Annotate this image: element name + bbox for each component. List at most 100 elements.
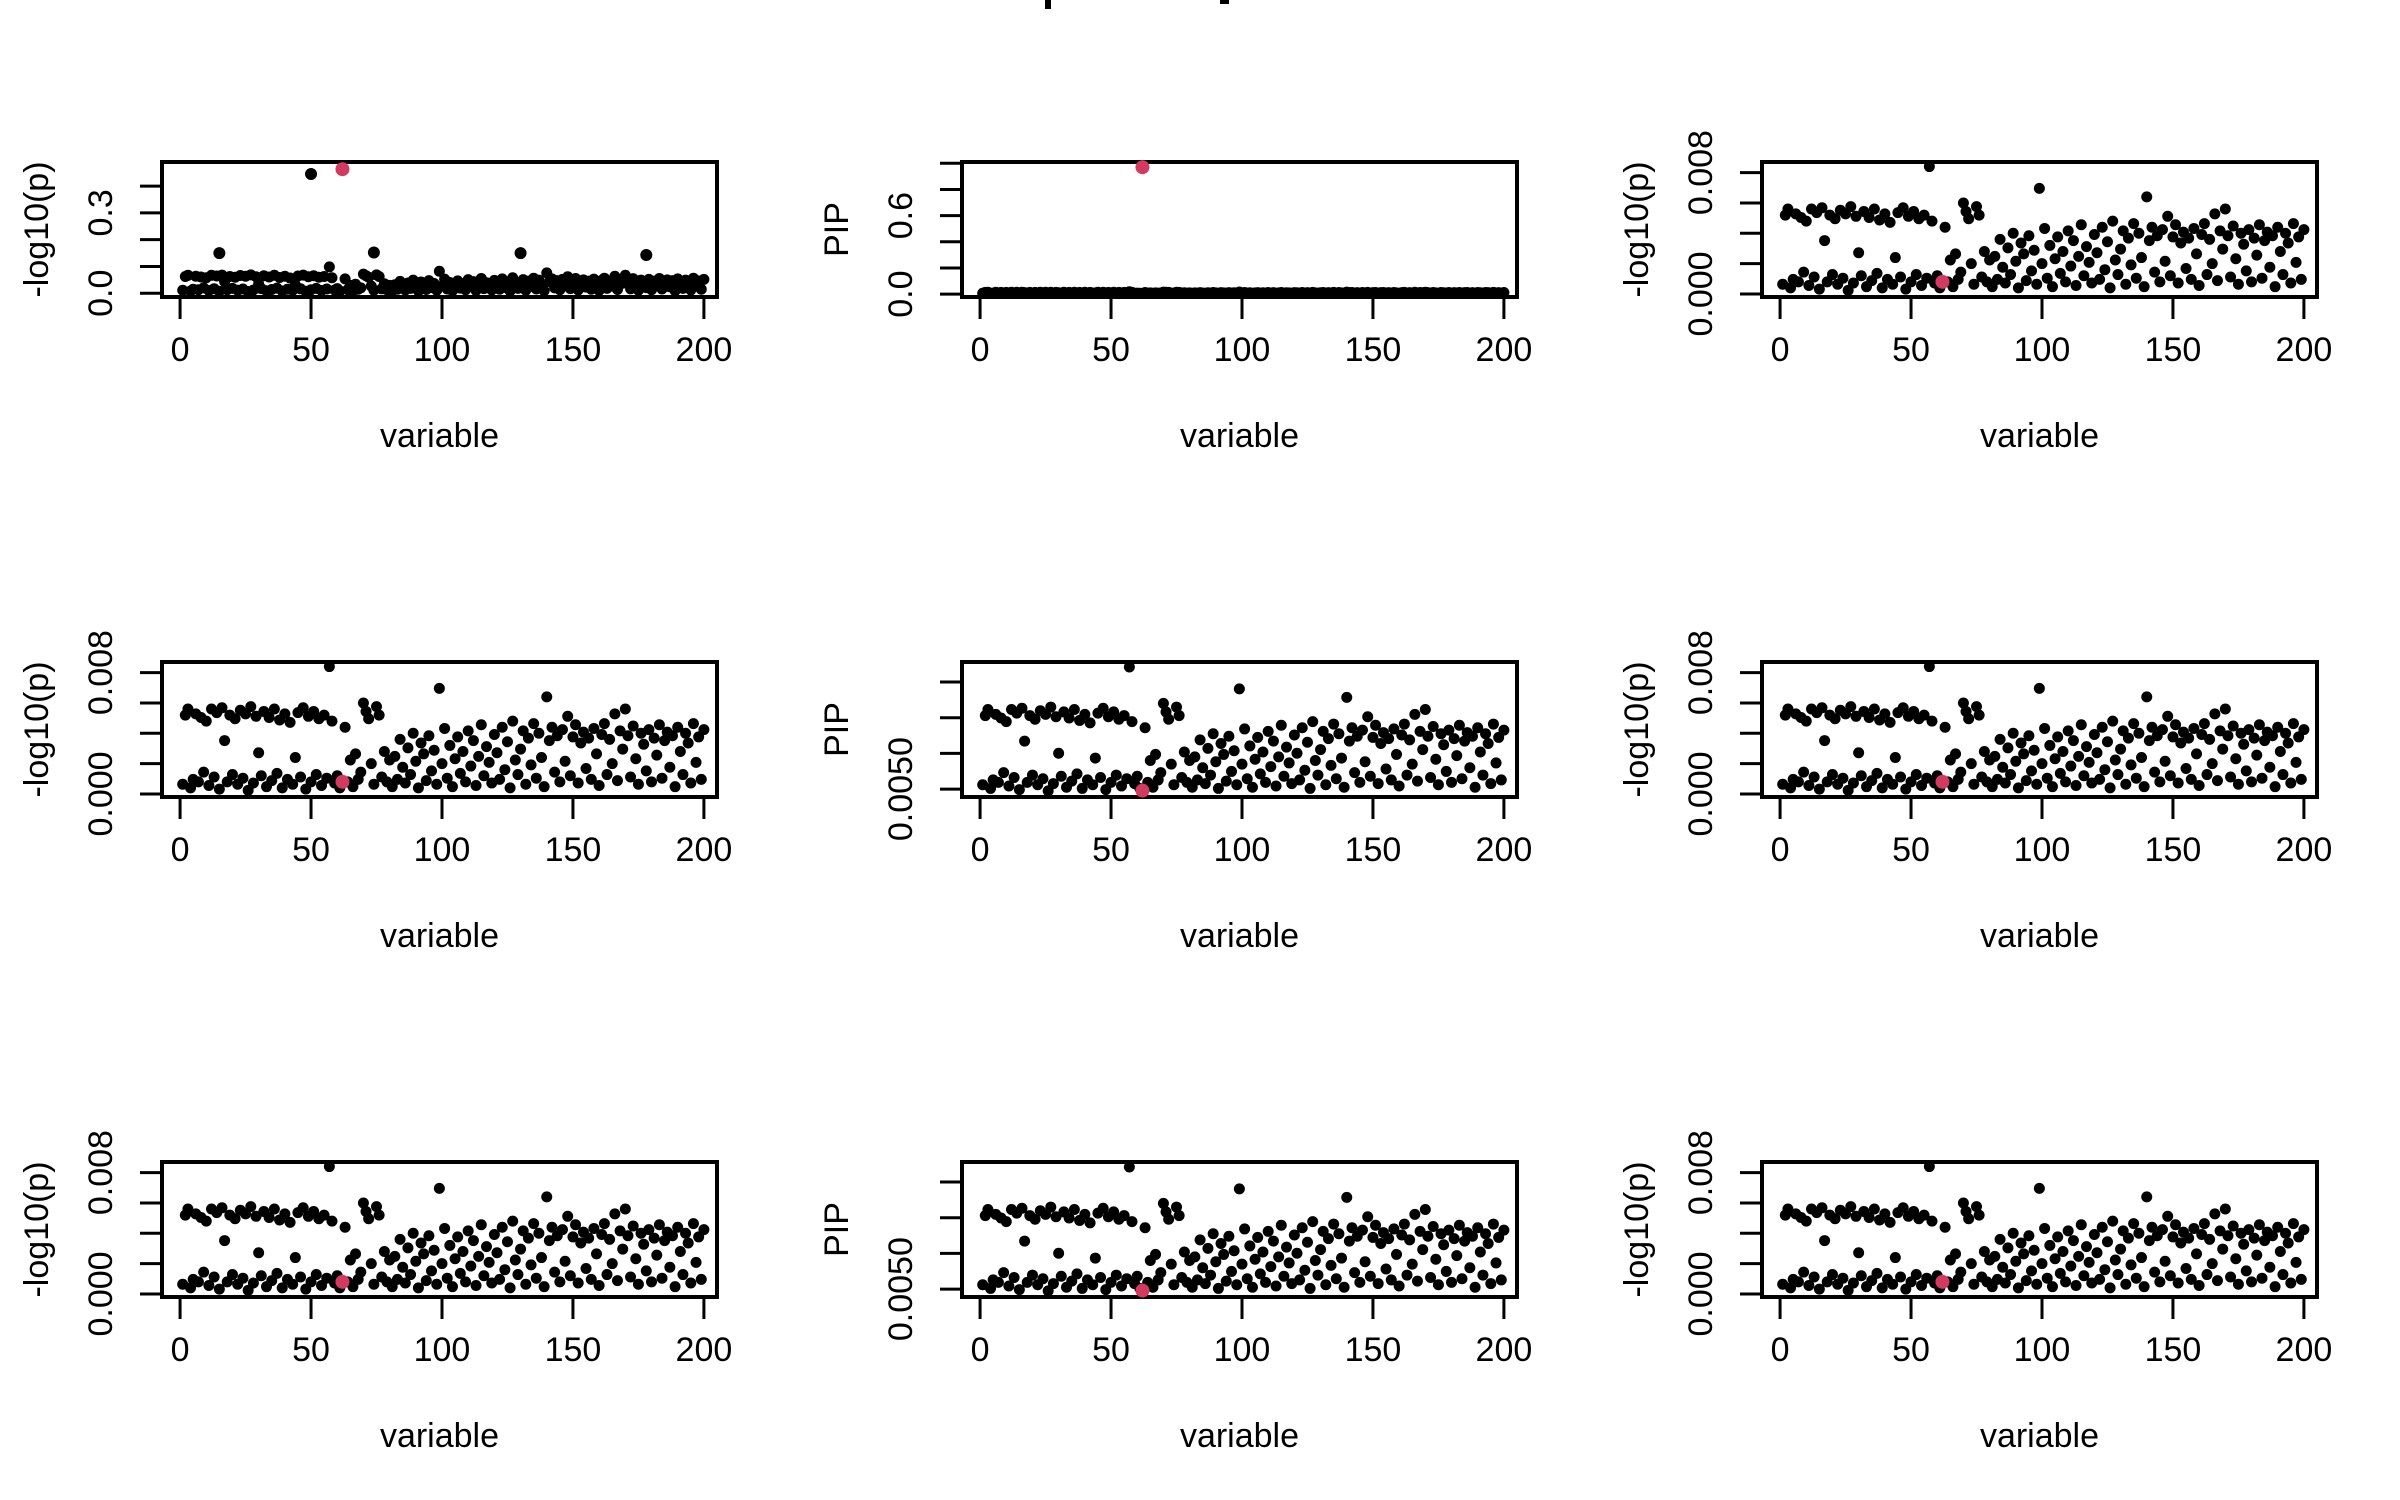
data-point xyxy=(1231,779,1243,791)
data-point xyxy=(441,1272,453,1284)
data-point xyxy=(473,1250,485,1262)
data-point xyxy=(2120,1278,2132,1290)
data-point xyxy=(2138,281,2150,293)
x-tick-label: 150 xyxy=(1345,831,1402,869)
data-point xyxy=(541,1191,553,1203)
data-point xyxy=(2201,1269,2213,1281)
data-point xyxy=(2054,267,2066,279)
data-point xyxy=(310,769,322,781)
data-point xyxy=(643,1224,655,1236)
data-point xyxy=(2122,232,2134,244)
data-point xyxy=(1126,716,1138,728)
data-point xyxy=(483,1256,495,1268)
data-point xyxy=(423,1230,435,1242)
data-point xyxy=(1895,1271,1907,1283)
data-point xyxy=(2026,265,2038,277)
panel-top-right: 0 50 100 150 200 0.000 0.008 -log10(p) variable xyxy=(1600,0,2400,500)
data-point xyxy=(2217,743,2229,755)
x-axis-title: variable xyxy=(380,917,499,955)
data-point xyxy=(1422,1230,1434,1242)
x-tick-label: 0 xyxy=(971,1331,990,1369)
data-point xyxy=(1871,767,1883,779)
data-point xyxy=(1876,282,1888,294)
data-point xyxy=(1178,1246,1190,1258)
data-point xyxy=(1047,778,1059,790)
data-point xyxy=(2191,1248,2203,1260)
data-point xyxy=(682,737,694,749)
data-point xyxy=(1963,1213,1975,1225)
data-point xyxy=(2138,1281,2150,1293)
data-point xyxy=(1438,1239,1450,1251)
data-point xyxy=(588,1222,600,1234)
data-point xyxy=(554,776,566,788)
data-point xyxy=(2060,776,2072,788)
data-point xyxy=(528,718,540,730)
data-point xyxy=(2256,1272,2268,1284)
data-point xyxy=(651,1249,663,1261)
data-point xyxy=(203,1279,215,1291)
data-point xyxy=(2243,724,2255,736)
data-point xyxy=(1155,767,1167,779)
data-point xyxy=(2033,182,2045,194)
data-point xyxy=(530,1272,542,1284)
data-point xyxy=(2272,221,2284,233)
y-axis-title: -log10(p) xyxy=(1618,661,1656,797)
data-point xyxy=(1178,746,1190,758)
data-point xyxy=(2156,724,2168,736)
data-point xyxy=(1173,710,1185,722)
data-point xyxy=(2206,758,2218,770)
data-point xyxy=(339,721,351,733)
data-point xyxy=(1398,718,1410,730)
data-point xyxy=(1008,772,1020,783)
data-point xyxy=(2122,732,2134,744)
data-point xyxy=(1233,683,1245,695)
data-point xyxy=(2183,1232,2195,1244)
data-point xyxy=(449,1253,461,1265)
data-point xyxy=(1477,769,1489,781)
x-tick-label: 200 xyxy=(2276,831,2333,869)
data-point xyxy=(1123,1161,1135,1173)
data-point xyxy=(640,1265,652,1277)
data-point xyxy=(1879,708,1891,720)
data-point xyxy=(2209,208,2221,220)
data-point xyxy=(373,709,385,721)
data-point xyxy=(559,755,571,767)
data-point xyxy=(2143,235,2155,247)
data-point xyxy=(1792,776,1804,788)
data-point xyxy=(2128,218,2140,230)
scatter-points xyxy=(177,661,710,796)
data-point xyxy=(276,1282,288,1294)
data-point-feature xyxy=(213,247,226,260)
highlight-point xyxy=(1135,160,1150,175)
data-point xyxy=(470,779,482,791)
data-point xyxy=(2075,719,2087,731)
data-point xyxy=(2039,722,2051,734)
data-point xyxy=(1168,779,1180,791)
data-point xyxy=(2198,218,2210,230)
data-point xyxy=(444,739,456,751)
data-point xyxy=(1808,271,1820,283)
data-point xyxy=(1071,1268,1083,1280)
data-point xyxy=(2238,738,2250,750)
scatter-points xyxy=(177,1161,710,1296)
x-axis-title: variable xyxy=(1180,917,1299,955)
data-point xyxy=(593,779,605,791)
data-point xyxy=(2240,265,2252,277)
plot-frame xyxy=(1760,160,2319,299)
scatter-canvas: 0 50 100 150 200 0.000 0.008 -log10(p) variable xyxy=(1618,630,2333,955)
data-point xyxy=(2088,729,2100,741)
data-point xyxy=(2298,1224,2310,1236)
data-point xyxy=(1498,1224,1510,1236)
data-point xyxy=(1490,1257,1502,1269)
data-point xyxy=(1307,716,1319,728)
data-point xyxy=(418,748,430,760)
data-point xyxy=(546,1221,558,1233)
data-point xyxy=(465,760,477,772)
x-tick-label: 150 xyxy=(2145,831,2202,869)
data-point xyxy=(1163,1213,1175,1225)
data-point xyxy=(648,1232,660,1244)
data-point xyxy=(255,770,267,782)
x-tick-label: 200 xyxy=(1476,331,1533,369)
data-point xyxy=(1359,756,1371,768)
data-point xyxy=(596,1229,608,1241)
